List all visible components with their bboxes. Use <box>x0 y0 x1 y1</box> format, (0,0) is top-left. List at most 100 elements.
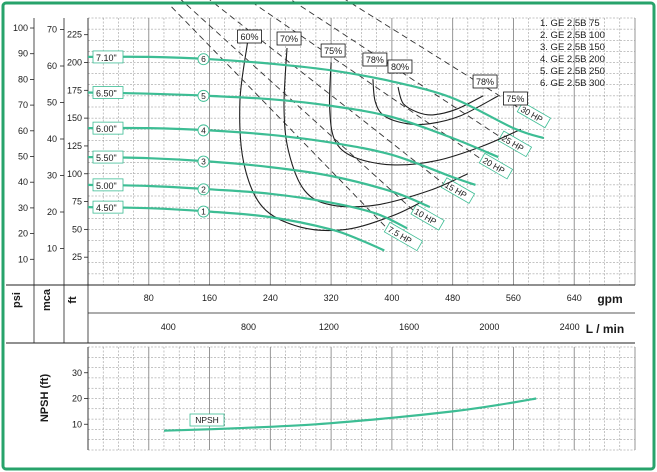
impeller-label-box <box>92 200 124 214</box>
psi-tick-label: 20 <box>18 229 28 239</box>
curve-number-marker: 4 <box>197 124 210 137</box>
mca-tick-label: 70 <box>47 25 57 35</box>
psi-tick-label: 40 <box>18 177 28 187</box>
curve-number-marker: 5 <box>197 89 210 102</box>
npsh-curve <box>163 397 537 432</box>
power-line <box>171 6 389 230</box>
curve-number-text: 3 <box>201 157 206 167</box>
efficiency-label-text: 80% <box>391 62 409 72</box>
curve-number-text: 2 <box>201 184 206 194</box>
efficiency-label-box <box>276 31 302 46</box>
efficiency-label-box <box>472 74 498 89</box>
curve-number-text: 5 <box>201 91 206 101</box>
efficiency-label-box <box>362 52 388 67</box>
mca-tick-label: 20 <box>47 207 57 217</box>
mca-tick-label: 60 <box>47 61 57 71</box>
ft-tick-label: 150 <box>67 113 82 123</box>
power-label-box <box>516 101 552 129</box>
head-curve <box>87 183 408 230</box>
impeller-label-text: 6.00" <box>96 124 117 134</box>
impeller-label-text: 7.10" <box>96 53 117 63</box>
efficiency-label-box <box>503 91 528 106</box>
efficiency-label-text: 75% <box>506 94 524 104</box>
efficiency-label-text: 78% <box>476 77 494 87</box>
ft-tick-label: 50 <box>72 224 82 234</box>
mca-tick-label: 50 <box>47 98 57 108</box>
curve-number-circle <box>197 183 210 196</box>
gpm-tick-label: 80 <box>144 293 154 303</box>
gpm-tick-label: 480 <box>445 293 460 303</box>
curve-number-circle <box>197 155 210 168</box>
psi-tick-label: 80 <box>18 74 28 84</box>
legend-item: 5. GE 2.5B 250 <box>540 66 605 77</box>
curve-number-text: 4 <box>201 125 206 135</box>
power-line-label: 30 HP <box>516 101 552 129</box>
power-line <box>180 0 415 212</box>
curve-number-text: 6 <box>201 54 206 64</box>
head-curve <box>87 91 499 159</box>
mca-tick-label: 10 <box>47 244 57 254</box>
power-label-box <box>410 203 445 231</box>
impeller-label-text: 6.50" <box>96 89 117 99</box>
ft-tick-label: 175 <box>67 85 82 95</box>
efficiency-label-box <box>320 43 346 58</box>
mca-tick-label: 40 <box>47 134 57 144</box>
power-label-box <box>497 130 533 158</box>
head-curve <box>87 156 431 209</box>
ft-tick-label: 200 <box>67 58 82 68</box>
head-curve <box>87 206 385 252</box>
efficiency-label: 75% <box>503 91 528 106</box>
psi-tick-label: 60 <box>18 126 28 136</box>
ft-unit-label: ft <box>67 296 79 304</box>
curve-number-marker: 3 <box>197 155 210 168</box>
impeller-label: 6.50" <box>92 86 124 99</box>
curve-number-circle <box>197 89 210 102</box>
efficiency-line <box>397 86 484 116</box>
curve-number-circle <box>197 53 210 66</box>
mca-tick-label: 30 <box>47 171 57 181</box>
efficiency-label: 70% <box>276 31 302 46</box>
power-label-box <box>440 177 476 204</box>
lmin-tick-label: 2400 <box>560 322 580 332</box>
npsh-tick-label: 20 <box>72 394 82 404</box>
psi-tick-label: 10 <box>18 254 28 264</box>
efficiency-label-text: 78% <box>366 55 384 65</box>
npsh-label-text: NPSH <box>195 415 219 425</box>
efficiency-label: 78% <box>472 74 498 89</box>
lmin-tick-label: 1200 <box>319 322 339 332</box>
power-line-label: 10 HP <box>410 203 445 231</box>
npsh-label-box <box>189 413 225 427</box>
efficiency-label: 60% <box>237 29 262 44</box>
ft-tick-label: 225 <box>67 30 82 40</box>
axis-layer: 2550751001251501752002251020304050607010… <box>6 18 635 450</box>
lmin-tick-label: 400 <box>161 322 176 332</box>
impeller-label: 6.00" <box>92 121 124 135</box>
efficiency-label: 80% <box>387 59 413 74</box>
gpm-tick-label: 640 <box>567 293 582 303</box>
power-label-box <box>478 152 514 180</box>
efficiency-label: 75% <box>320 43 346 58</box>
npsh-axis-title: NPSH (ft) <box>39 374 51 423</box>
curve-number-marker: 1 <box>197 205 210 218</box>
efficiency-label: 78% <box>362 52 388 67</box>
psi-unit-label: psi <box>11 292 23 308</box>
curve-number-text: 1 <box>201 207 206 217</box>
psi-tick-label: 50 <box>18 152 28 162</box>
efficiency-line <box>283 47 469 208</box>
ft-tick-label: 75 <box>72 197 82 207</box>
ft-tick-label: 125 <box>67 141 82 151</box>
impeller-label-box <box>92 178 124 192</box>
power-line-label: 25 HP <box>497 130 533 158</box>
power-line <box>209 0 446 186</box>
npsh-tick-label: 30 <box>72 368 82 378</box>
efficiency-label-box <box>237 29 262 44</box>
legend-item: 6. GE 2.5B 300 <box>540 78 605 89</box>
efficiency-label-text: 60% <box>241 32 259 42</box>
power-line <box>247 0 484 161</box>
npsh-grid <box>87 346 636 451</box>
psi-tick-label: 30 <box>18 203 28 213</box>
legend-item: 2. GE 2.5B 100 <box>540 30 605 41</box>
